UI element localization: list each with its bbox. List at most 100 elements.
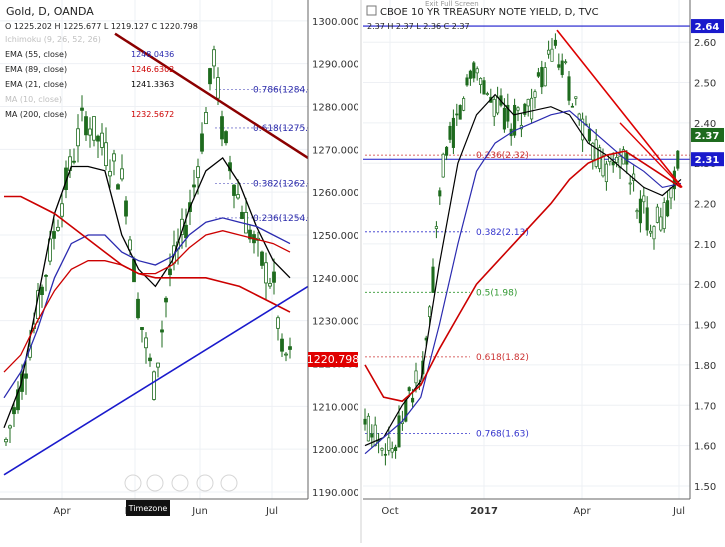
treasury-candle-body[interactable] [536, 72, 540, 77]
treasury-candle-body[interactable] [523, 103, 527, 115]
treasury-candle-body[interactable] [591, 142, 595, 161]
treasury-candle-body[interactable] [485, 93, 489, 95]
treasury-candle-body[interactable] [451, 117, 455, 148]
gold-candle-body[interactable] [148, 357, 152, 362]
gold-candle-body[interactable] [236, 194, 240, 199]
gold-candle-body[interactable] [260, 251, 264, 266]
gold-candle-body[interactable] [104, 142, 108, 167]
treasury-candle-body[interactable] [455, 113, 459, 116]
treasury-candle-body[interactable] [625, 152, 629, 165]
gold-candle-body[interactable] [100, 132, 104, 148]
gold-candle-body[interactable] [4, 438, 8, 443]
treasury-candle-body[interactable] [564, 61, 568, 64]
gold-candle-body[interactable] [72, 160, 76, 163]
treasury-candle-body[interactable] [475, 68, 479, 74]
gold-candle-body[interactable] [60, 203, 64, 217]
gold-candle-body[interactable] [108, 171, 112, 177]
gold-candles[interactable] [4, 45, 292, 446]
treasury-candle-body[interactable] [472, 62, 476, 79]
gold-candle-body[interactable] [136, 298, 140, 319]
gold-candle-body[interactable] [164, 297, 168, 303]
treasury-candle-body[interactable] [496, 96, 500, 114]
treasury-candle-body[interactable] [628, 182, 632, 185]
treasury-candle-body[interactable] [479, 78, 483, 85]
treasury-candle-body[interactable] [462, 98, 466, 111]
gold-candle-body[interactable] [20, 373, 24, 392]
treasury-candle-body[interactable] [615, 157, 619, 163]
treasury-candle-body[interactable] [363, 418, 367, 425]
gold-candle-body[interactable] [196, 166, 200, 178]
gold-candle-body[interactable] [92, 116, 96, 141]
gold-candle-body[interactable] [80, 107, 84, 111]
gold-candle-body[interactable] [184, 224, 188, 239]
treasury-candle-body[interactable] [370, 433, 374, 438]
gold-candle-body[interactable] [220, 116, 224, 140]
gold-candle-body[interactable] [200, 133, 204, 152]
treasury-candle-body[interactable] [530, 97, 534, 120]
treasury-candle-body[interactable] [642, 195, 646, 203]
treasury-candle-body[interactable] [557, 64, 561, 68]
treasury-candle-body[interactable] [390, 448, 394, 453]
treasury-candle-body[interactable] [666, 200, 670, 217]
gold-candle-body[interactable] [96, 135, 100, 142]
treasury-candle-body[interactable] [431, 266, 435, 293]
gold-candle-body[interactable] [204, 112, 208, 125]
treasury-candle-body[interactable] [594, 139, 598, 167]
treasury-candle-body[interactable] [506, 104, 510, 122]
gold-resistance-trendline[interactable] [114, 32, 309, 159]
treasury-trendlines[interactable] [556, 29, 683, 188]
treasury-candle-body[interactable] [547, 49, 551, 55]
gold-candle-body[interactable] [160, 329, 164, 333]
gold-candle-body[interactable] [152, 371, 156, 400]
gold-candle-body[interactable] [24, 373, 28, 379]
gold-candle-body[interactable] [264, 262, 268, 284]
treasury-candle-body[interactable] [567, 76, 571, 101]
treasury-candle-body[interactable] [468, 70, 472, 79]
zoom-in-icon[interactable] [146, 474, 164, 492]
gold-plot-area[interactable] [0, 0, 308, 499]
exit-fullscreen-button[interactable]: Exit Full Screen [425, 0, 479, 8]
treasury-candle-body[interactable] [645, 207, 649, 231]
treasury-candle-body[interactable] [438, 190, 442, 197]
gold-candle-body[interactable] [140, 327, 144, 330]
gold-candle-body[interactable] [248, 229, 252, 240]
treasury-candle-body[interactable] [445, 146, 449, 156]
gold-candle-body[interactable] [116, 184, 120, 190]
gold-candle-body[interactable] [280, 338, 284, 352]
treasury-candle-body[interactable] [458, 105, 462, 120]
treasury-candle-body[interactable] [482, 80, 486, 95]
treasury-candle-body[interactable] [543, 67, 547, 87]
treasury-plot-area[interactable] [363, 0, 690, 499]
gold-chart-panel[interactable]: 0.786(1284. 0.618(1275. 0.382(1262. 0.236(1… [0, 0, 360, 517]
gold-candle-body[interactable] [112, 153, 116, 162]
treasury-candle-body[interactable] [662, 202, 666, 229]
gold-support-trendline[interactable] [3, 285, 309, 476]
treasury-candle-body[interactable] [366, 415, 370, 442]
gold-candle-body[interactable] [120, 168, 124, 180]
treasury-candle-body[interactable] [635, 210, 639, 213]
gold-trendlines[interactable] [3, 32, 309, 476]
treasury-candle-body[interactable] [428, 306, 432, 317]
treasury-candle-body[interactable] [533, 91, 537, 98]
treasury-candle-body[interactable] [581, 118, 585, 141]
treasury-candle-body[interactable] [638, 198, 642, 224]
reset-icon[interactable] [171, 474, 189, 492]
treasury-candle-body[interactable] [652, 226, 656, 240]
gold-candle-body[interactable] [224, 131, 228, 144]
treasury-candle-body[interactable] [407, 387, 411, 392]
gold-candle-body[interactable] [232, 184, 236, 196]
gold-candle-body[interactable] [156, 362, 160, 368]
treasury-candle-body[interactable] [604, 163, 608, 183]
gold-candle-body[interactable] [276, 317, 280, 329]
gold-candle-body[interactable] [128, 239, 132, 251]
gold-candle-body[interactable] [216, 77, 220, 99]
treasury-candle-body[interactable] [441, 153, 445, 178]
scroll-right-icon[interactable] [220, 474, 238, 492]
gold-candle-body[interactable] [124, 200, 128, 217]
gold-candle-body[interactable] [244, 212, 248, 234]
treasury-candle-body[interactable] [380, 448, 384, 451]
gold-candle-body[interactable] [12, 407, 16, 415]
treasury-candle-body[interactable] [448, 125, 452, 140]
gold-candle-body[interactable] [268, 283, 272, 287]
